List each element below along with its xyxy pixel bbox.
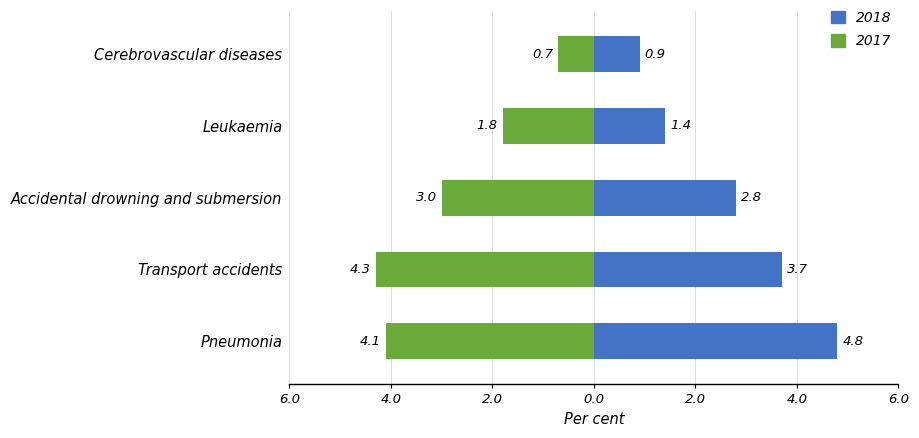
Text: 4.8: 4.8 xyxy=(842,335,863,348)
Text: 4.3: 4.3 xyxy=(349,263,370,276)
Text: 1.4: 1.4 xyxy=(669,120,690,132)
X-axis label: Per cent: Per cent xyxy=(563,412,623,427)
Bar xyxy=(375,251,594,287)
Text: 1.8: 1.8 xyxy=(476,120,497,132)
Text: 3.7: 3.7 xyxy=(786,263,807,276)
Bar xyxy=(385,323,594,359)
Bar xyxy=(594,323,836,359)
Bar xyxy=(558,36,594,72)
Text: 2.8: 2.8 xyxy=(741,191,761,204)
Text: 4.1: 4.1 xyxy=(359,335,380,348)
Bar xyxy=(594,180,735,215)
Bar xyxy=(502,108,594,144)
Text: 0.9: 0.9 xyxy=(644,48,665,61)
Text: 0.7: 0.7 xyxy=(532,48,552,61)
Legend: 2018, 2017: 2018, 2017 xyxy=(830,11,891,48)
Bar xyxy=(441,180,594,215)
Bar xyxy=(594,251,781,287)
Bar xyxy=(594,36,639,72)
Text: 3.0: 3.0 xyxy=(415,191,437,204)
Bar xyxy=(594,108,664,144)
